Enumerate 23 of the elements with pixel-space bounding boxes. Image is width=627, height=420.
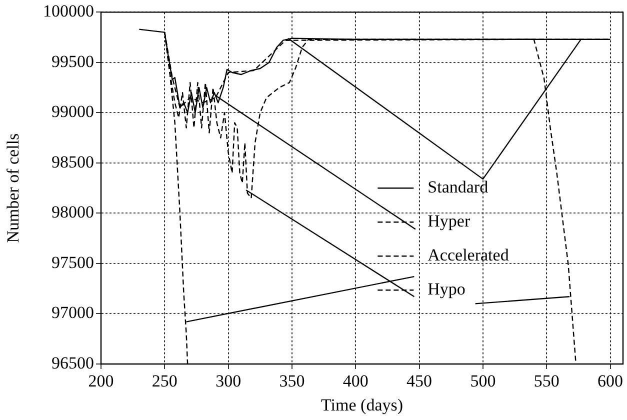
legend-label: Accelerated bbox=[428, 246, 510, 265]
legend-label: Hypo bbox=[428, 280, 466, 299]
y-tick-label: 99500 bbox=[52, 52, 94, 71]
x-tick-label: 350 bbox=[279, 372, 305, 391]
y-tick-label: 98500 bbox=[52, 152, 94, 172]
x-tick-label: 200 bbox=[88, 372, 114, 391]
x-tick-label: 250 bbox=[152, 372, 178, 391]
x-tick-label: 550 bbox=[534, 372, 560, 391]
x-tick-label: 600 bbox=[598, 372, 624, 391]
x-tick-label: 450 bbox=[406, 372, 432, 391]
y-tick-label: 98000 bbox=[52, 202, 94, 222]
legend-label: Standard bbox=[428, 178, 489, 197]
y-tick-label: 97000 bbox=[52, 303, 94, 322]
y-tick-label: 97500 bbox=[52, 252, 94, 272]
x-axis-title: Time (days) bbox=[320, 395, 404, 414]
y-tick-label: 100000 bbox=[43, 2, 94, 21]
x-tick-label: 400 bbox=[342, 372, 368, 391]
y-tick-label: 96500 bbox=[52, 353, 94, 372]
x-tick-label: 500 bbox=[470, 372, 496, 391]
legend-label: Hyper bbox=[428, 212, 470, 231]
x-tick-label: 300 bbox=[216, 372, 242, 391]
y-tick-label: 99000 bbox=[52, 102, 94, 122]
y-axis-title: Number of cells bbox=[4, 133, 23, 243]
